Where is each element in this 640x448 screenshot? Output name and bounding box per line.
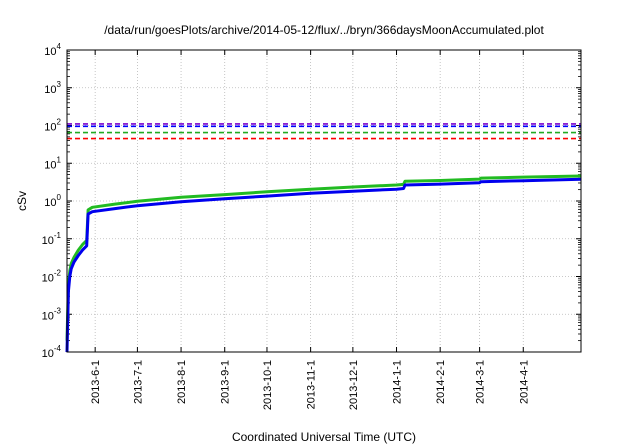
x-tick-label: 2013-10-1 [262, 360, 274, 410]
x-tick-label: 2013-8-1 [176, 360, 188, 404]
x-tick-label: 2013-11-1 [306, 360, 318, 409]
series-line [65, 174, 582, 341]
y-tick-label: 10-4 [42, 344, 62, 360]
x-tick-label: 2013-9-1 [220, 360, 232, 404]
threshold-lines [67, 123, 581, 140]
y-tick-label: 103 [44, 80, 61, 96]
x-axis-label: Coordinated Universal Time (UTC) [232, 430, 416, 444]
plot-frame [66, 49, 582, 353]
series-line [65, 177, 582, 353]
chart-title: /data/run/goesPlots/archive/2014-05-12/f… [104, 23, 544, 37]
x-tick-label: 2014-3-1 [475, 360, 487, 404]
x-tick-label: 2014-4-1 [518, 360, 530, 404]
y-tick-label: 10-3 [42, 306, 62, 322]
y-tick-label: 100 [44, 193, 61, 209]
x-tick-label: 2014-1-1 [392, 360, 404, 404]
y-axis-ticks: 10-4 10-3 10-2 10-1 100 101 102 103 104 [42, 42, 581, 360]
data-series [65, 174, 582, 353]
y-tick-label: 104 [44, 42, 61, 58]
y-tick-label: 101 [44, 155, 61, 171]
x-tick-label: 2013-7-1 [132, 360, 144, 404]
y-tick-label: 10-1 [42, 231, 62, 247]
x-tick-label: 2013-6-1 [90, 360, 102, 404]
x-axis-ticks: 2013-6-1 2013-7-1 2013-8-1 2013-9-1 2013-10-… [90, 50, 530, 410]
x-tick-label: 2013-12-1 [348, 360, 360, 410]
y-axis-label: cSv [15, 191, 29, 211]
x-tick-label: 2014-2-1 [435, 360, 447, 404]
y-tick-label: 102 [44, 118, 61, 134]
y-tick-label: 10-2 [42, 269, 62, 285]
